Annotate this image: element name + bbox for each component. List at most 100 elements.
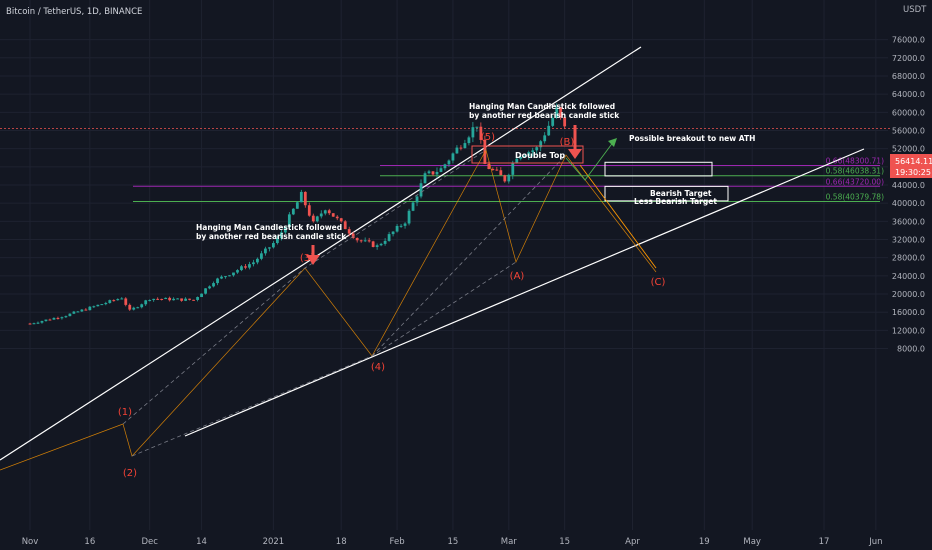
candle-body [471,127,475,138]
candle-body [503,175,507,182]
candle-body [184,298,188,301]
candle-body [387,234,391,241]
candle-body [144,300,148,305]
candle-body [507,174,511,182]
candle-body [192,299,195,301]
time-tick-label: 17 [819,537,830,547]
candle-body [92,306,96,308]
candle-body [36,322,40,324]
candle-body [539,141,543,148]
candle-body [419,183,423,197]
time-tick-label: May [743,537,761,547]
candle-body [399,225,403,227]
breakout-arrow-icon [608,138,617,147]
candle-body [196,297,199,300]
candle-body [475,126,479,128]
candle-body [343,221,347,230]
price-tick-label: 20000.0 [892,290,925,299]
candle-body [519,156,523,159]
candle-body [108,300,112,303]
wave-label: (3) [300,253,314,264]
time-tick-label: 18 [336,537,347,547]
candle-body [499,170,503,176]
candle-body [52,317,56,320]
candle-body [164,297,168,300]
candle-body [152,298,156,301]
candle-body [232,272,235,276]
candle-body [256,258,259,263]
candle-body [84,309,88,311]
fib-level-label: 0.66(48300.71) [826,156,884,165]
fib-level-label: 0.58(40379.78) [826,192,884,201]
price-tick-label: 24000.0 [892,272,925,281]
candle-body [172,298,176,301]
candle-body [212,283,215,287]
candle-body [487,164,491,170]
candle-body [527,152,531,156]
double-top-box [471,145,584,164]
time-tick-label: 15 [559,537,570,547]
candle-body [72,311,76,314]
candle-body [367,240,371,242]
candle-body [124,298,128,305]
candle-body [180,298,184,301]
breakout-projection-line [565,140,615,181]
candle-body [523,155,527,157]
candle-body [100,304,104,306]
time-tick-label: Apr [625,537,640,547]
candle-body [351,233,355,238]
candle-body [379,243,383,246]
candle-body [32,323,36,325]
candle-body [535,147,539,151]
wave-label: (2) [123,468,137,479]
symbol-title: Bitcoin / TetherUS, 1D, BINANCE [6,7,142,17]
bearish-target-note: Bearish Target [650,189,712,198]
hanging-man-note-2-line1: Hanging Man Candlestick followed [469,102,615,111]
candle-body [551,117,555,126]
candle-body [307,205,311,216]
candle-body [495,169,499,171]
candle-body [216,278,219,284]
price-tick-label: 12000.0 [892,326,925,335]
candle-body [359,240,363,242]
candle-body [407,210,411,224]
candle-body [431,171,435,175]
bearish-projection-line [579,164,657,269]
candle-body [459,147,463,149]
candle-body [168,297,172,301]
time-tick-label: Feb [390,537,405,547]
time-tick-label: Jun [868,537,882,547]
candle-body [315,216,319,222]
fib-level-label: 0.58(46038.31) [826,167,884,176]
time-axis[interactable]: Nov 16 Dec 14 2021 18 Feb 15 Mar 15 Apr 19 May 17 Jun [22,537,883,547]
candle-body [455,147,459,154]
candle-body [176,298,180,300]
price-axis[interactable]: USDT 8000.0 12000.0 16000.0 20000.0 24000.0 2… [890,5,932,354]
candle-body [511,163,515,175]
candle-body [228,275,231,277]
candle-body [200,293,203,298]
candle-body [291,208,295,215]
candle-body [531,150,535,153]
candle-body [515,158,519,164]
candle-body [128,304,132,310]
candle-body [423,173,427,184]
less-bearish-target-note: Less Bearish Target [634,197,717,206]
candle-body [132,307,136,310]
wave-dashed-line [122,149,487,425]
candle-body [311,215,315,222]
time-tick-label: Dec [141,537,158,547]
candle-body [44,319,48,322]
elliott-wave-overlay: (1) (2) (3) (4) (5) (A) (B) (C) Double Top [0,125,665,479]
candle-body [76,311,80,313]
candle-body [347,229,351,234]
candle-body [28,323,32,325]
fib-level-label: 0.66(43720.00) [826,177,884,186]
candle-body [112,300,116,302]
wave-label: (5) [481,132,495,143]
candle-body [240,266,243,271]
candle-body [435,171,439,175]
wave-label: (A) [510,271,525,282]
